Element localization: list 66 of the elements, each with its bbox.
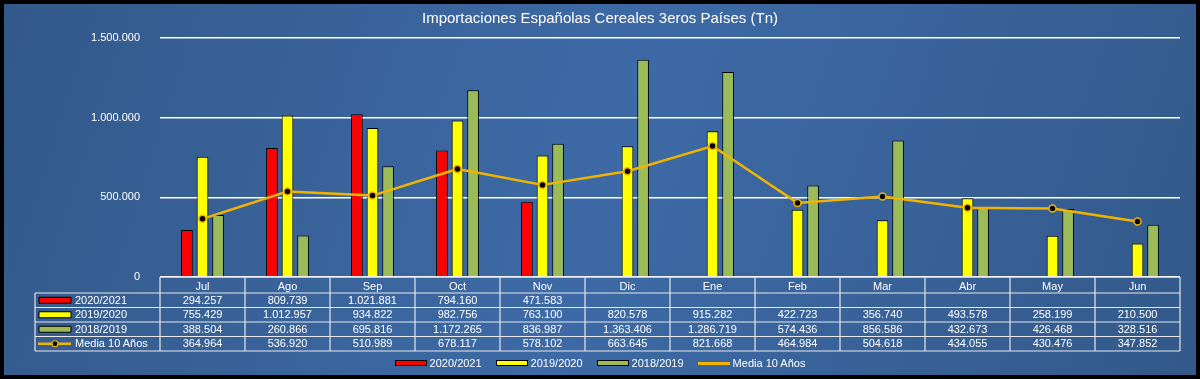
data-label: 574.436 (777, 322, 818, 335)
x-tick-label: Nov (532, 279, 553, 292)
data-label: 434.055 (947, 337, 988, 350)
data-label: 809.739 (267, 293, 308, 306)
data-label: 260.866 (267, 322, 308, 335)
x-tick-label: Ago (277, 279, 298, 292)
data-label: 471.583 (522, 293, 563, 306)
data-label: 536.920 (267, 337, 308, 350)
y-tick-label: 0 (133, 270, 140, 283)
x-tick-label: Jul (195, 279, 210, 292)
text: 2018/2019 (75, 322, 127, 335)
data-label: 388.504 (182, 322, 223, 335)
x-tick-label: Feb (788, 279, 807, 292)
x-tick-label: Mar (873, 279, 893, 292)
x-tick-label: Dic (619, 279, 636, 292)
data-label: 356.740 (862, 308, 903, 321)
data-label: 432.673 (947, 322, 988, 335)
data-label: 820.578 (607, 308, 648, 321)
y-tick-label: 1.000.000 (91, 110, 140, 123)
y-tick-label: 500.000 (100, 190, 140, 203)
x-tick-label: Oct (448, 279, 467, 292)
data-label: 794.160 (437, 293, 478, 306)
data-label: 678.117 (438, 337, 477, 350)
data-label: 422.723 (777, 308, 818, 321)
data-label: 493.578 (947, 308, 988, 321)
text: 2019/2020 (530, 357, 583, 369)
data-label: 426.468 (1032, 322, 1073, 335)
x-tick-label: May (1042, 279, 1064, 292)
x-tick-label: Sep (362, 279, 383, 292)
legend-label: 2020/2021 (75, 293, 127, 306)
data-label: 1.172.265 (433, 322, 482, 335)
data-label: 504.618 (862, 337, 903, 350)
data-label: 763.100 (522, 308, 563, 321)
data-label: 836.987 (522, 322, 563, 335)
data-label: 755.429 (182, 308, 223, 321)
legend-label: Media 10 Años (75, 337, 149, 350)
data-label: 1.286.719 (688, 322, 737, 335)
data-label: 510.989 (352, 337, 393, 350)
data-label: 934.822 (352, 308, 393, 321)
y-tick-label: 1.500.000 (91, 31, 140, 44)
x-tick-label: Ene (702, 279, 723, 292)
data-label: 210.500 (1117, 308, 1158, 321)
data-label: 258.199 (1032, 308, 1073, 321)
data-label: 364.964 (182, 337, 223, 350)
data-label: 1.363.406 (603, 322, 652, 335)
data-label: 578.102 (522, 337, 563, 350)
data-label: 856.586 (862, 322, 903, 335)
data-label: 1.012.957 (263, 308, 312, 321)
data-label: 328.516 (1117, 322, 1158, 335)
legend-label: 2018/2019 (631, 357, 684, 369)
legend-label: 2019/2020 (75, 308, 127, 321)
chart-title: Importaciones Españolas Cereales 3eros Países (Tn) (421, 9, 779, 27)
data-label: 982.756 (437, 308, 478, 321)
data-label: 464.984 (777, 337, 818, 350)
data-label: 294.257 (182, 293, 223, 306)
data-label: 915.282 (692, 308, 733, 321)
text: Media 10 Años (732, 357, 806, 369)
data-label: 1.021.881 (348, 293, 397, 306)
text: 2020/2021 (429, 357, 482, 369)
x-tick-label: Jun (1128, 279, 1147, 292)
data-label: 430.476 (1032, 337, 1073, 350)
data-label: 347.852 (1117, 337, 1158, 350)
data-label: 821.668 (692, 337, 733, 350)
data-label: 695.816 (352, 322, 393, 335)
data-label: 663.645 (607, 337, 648, 350)
x-tick-label: Abr (958, 279, 977, 292)
